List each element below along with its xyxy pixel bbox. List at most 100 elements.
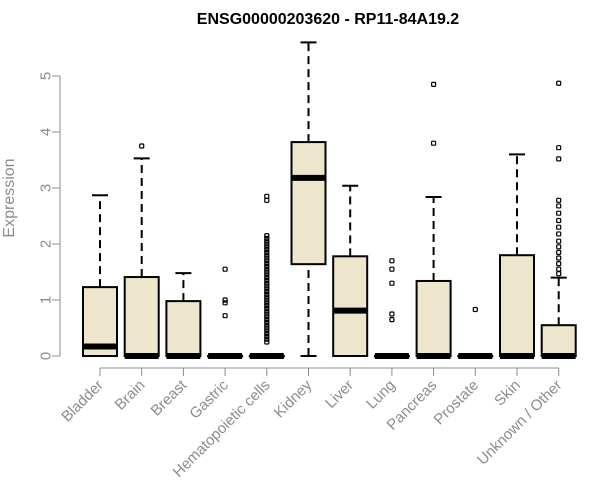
outlier-point — [556, 244, 562, 250]
box-lung — [373, 258, 410, 359]
outlier-point — [556, 203, 562, 209]
outlier-point — [556, 255, 562, 261]
outlier-point — [222, 300, 228, 306]
box-bladder — [82, 194, 118, 357]
box-iqr — [165, 300, 202, 357]
outlier-point — [264, 289, 270, 295]
outlier-point — [264, 272, 270, 278]
outlier-point — [264, 275, 270, 281]
outlier-point — [556, 210, 562, 216]
outlier-point — [556, 261, 562, 267]
outlier-point — [264, 255, 270, 261]
box-prostate — [457, 306, 494, 359]
outlier-point — [264, 322, 270, 328]
x-tick-label: Kidney — [271, 376, 316, 421]
y-tick-label: 1 — [38, 296, 55, 304]
outlier-point — [264, 303, 270, 309]
outlier-point — [264, 308, 270, 314]
outlier-point — [222, 266, 228, 272]
outlier-point — [556, 271, 562, 277]
outlier-point — [264, 339, 270, 345]
x-tick-label: Brain — [112, 377, 149, 414]
outlier-point — [556, 145, 562, 151]
outlier-point — [431, 140, 437, 146]
y-tick-label: 2 — [38, 240, 55, 248]
outlier-point — [264, 336, 270, 342]
outlier-point — [264, 305, 270, 311]
box-kidney — [290, 41, 327, 357]
outlier-point — [264, 294, 270, 300]
outlier-point — [556, 249, 562, 255]
outlier-point — [389, 258, 395, 264]
outlier-point — [264, 319, 270, 325]
outlier-point — [472, 306, 478, 313]
outlier-point — [556, 217, 562, 224]
x-tick-label: Liver — [322, 377, 357, 412]
outlier-point — [222, 297, 228, 303]
outlier-point — [556, 231, 562, 237]
box-iqr — [332, 255, 369, 358]
outlier-point — [264, 263, 270, 269]
outlier-point — [264, 252, 270, 258]
outlier-point — [264, 241, 270, 247]
outlier-point — [264, 286, 270, 292]
outlier-point — [556, 197, 562, 203]
outlier-point — [389, 266, 395, 272]
outlier-point — [264, 283, 270, 289]
y-tick-label: 5 — [38, 72, 55, 80]
outlier-point — [556, 156, 562, 162]
box-unknown-other — [540, 80, 577, 359]
outlier-point — [556, 224, 562, 230]
box-pancreas — [415, 81, 452, 359]
outlier-point — [431, 81, 437, 88]
box-iqr — [499, 254, 535, 357]
box-liver — [332, 184, 369, 358]
outlier-point — [389, 280, 395, 286]
outlier-point — [264, 297, 270, 303]
chart-title: ENSG00000203620 - RP11-84A19.2 — [197, 11, 460, 28]
outlier-point — [264, 280, 270, 286]
outlier-point — [264, 300, 270, 306]
outlier-point — [389, 311, 395, 317]
outlier-point — [264, 266, 270, 272]
x-tick-label: Skin — [491, 377, 524, 410]
outlier-point — [264, 277, 270, 283]
outlier-point — [264, 311, 270, 317]
outlier-point — [264, 197, 270, 203]
outlier-point — [264, 261, 270, 267]
outlier-point — [264, 269, 270, 275]
outlier-point — [139, 143, 145, 149]
outlier-point — [264, 291, 270, 297]
outlier-point — [264, 331, 270, 337]
box-skin — [499, 153, 535, 359]
y-axis-label: Expression — [1, 158, 18, 237]
outlier-point — [264, 325, 270, 331]
outlier-point — [264, 244, 270, 250]
box-iqr — [540, 324, 577, 358]
outlier-point — [556, 238, 562, 244]
y-tick-label: 0 — [38, 352, 55, 360]
box-iqr — [415, 279, 452, 357]
y-ticks: 0 1 2 3 4 5 — [38, 72, 60, 360]
box-breast — [165, 272, 202, 359]
outlier-point — [556, 266, 562, 272]
box-brain — [123, 143, 160, 359]
box-hematopoietic-cells — [248, 193, 285, 359]
box-iqr — [123, 276, 160, 358]
outlier-point — [264, 247, 270, 253]
outlier-point — [264, 333, 270, 339]
box-iqr — [290, 141, 327, 266]
x-tick-label: Bladder — [58, 377, 107, 426]
boxes — [82, 41, 577, 359]
box-gastric — [207, 266, 244, 359]
outlier-point — [264, 258, 270, 264]
outlier-point — [264, 314, 270, 320]
outlier-point — [222, 313, 228, 319]
outlier-point — [389, 317, 395, 323]
x-tick-label: Prostate — [431, 377, 483, 429]
y-tick-label: 4 — [38, 128, 55, 136]
outlier-point — [556, 80, 562, 86]
outlier-point — [264, 233, 270, 239]
outlier-point — [264, 328, 270, 334]
